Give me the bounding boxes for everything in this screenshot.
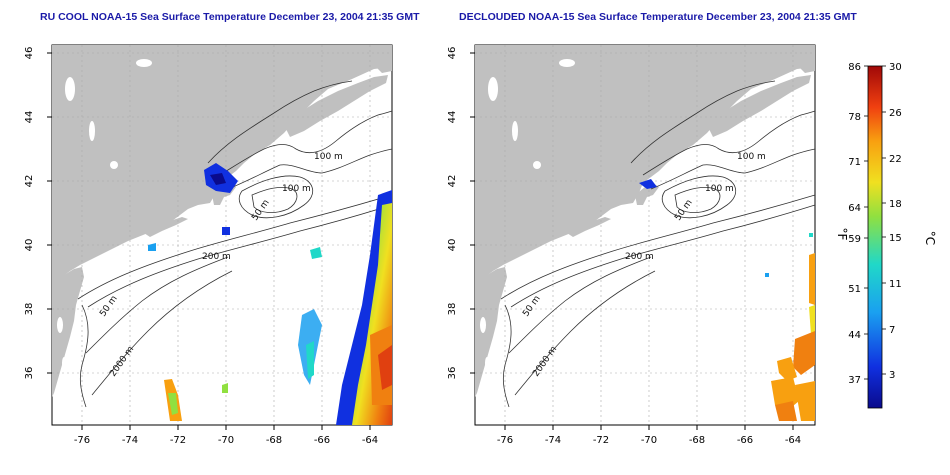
lon-tick: -66	[314, 435, 330, 446]
left-map-title: RU COOL NOAA-15 Sea Surface Temperature …	[40, 11, 420, 23]
lon-tick: -64	[785, 435, 801, 446]
lat-tick: 46	[24, 47, 35, 60]
right-map-panel: 100 m 100 m 50 m 200 m 50 m 2000 m 46 44…	[447, 44, 816, 446]
lat-tick: 40	[447, 239, 458, 252]
lon-tick: -76	[74, 435, 90, 446]
lat-tick: 42	[447, 175, 458, 188]
lat-tick: 40	[24, 239, 35, 252]
f-tick: 51	[848, 284, 861, 295]
right-lat-ticks: 46 44 42 40 38 36	[447, 47, 458, 380]
lat-tick: 38	[24, 303, 35, 316]
f-tick: 86	[848, 62, 861, 73]
contour-label-200m: 200 m	[202, 252, 231, 262]
lon-tick: -68	[689, 435, 705, 446]
lon-tick: -64	[362, 435, 378, 446]
f-tick: 37	[848, 375, 861, 386]
left-lat-ticks: 46 44 42 40 38 36	[24, 47, 35, 380]
colorbar: 86 78 71 64 59 51 44 37 30 26 22 18 15 1…	[835, 62, 937, 409]
contour-label-100m-b: 100 m	[705, 184, 734, 194]
f-tick: 64	[848, 203, 861, 214]
fahrenheit-ticks: 86 78 71 64 59 51 44 37	[848, 62, 861, 386]
left-sst-data	[148, 163, 392, 425]
c-tick: 22	[889, 154, 902, 165]
c-tick: 7	[889, 325, 895, 336]
contour-label-100m-a: 100 m	[737, 152, 766, 162]
lon-tick: -66	[737, 435, 753, 446]
f-tick: 59	[848, 234, 861, 245]
f-tick: 44	[848, 330, 861, 341]
lat-tick: 36	[24, 367, 35, 380]
lat-tick: 42	[24, 175, 35, 188]
lon-tick: -68	[266, 435, 282, 446]
contour-label-100m-a: 100 m	[314, 152, 343, 162]
right-lon-ticks: -76 -74 -72 -70 -68 -66 -64	[497, 435, 801, 446]
lon-tick: -74	[545, 435, 561, 446]
f-tick: 78	[848, 112, 861, 123]
c-tick: 11	[889, 279, 902, 290]
celsius-ticks: 30 26 22 18 15 11 7 3	[889, 62, 902, 381]
lon-tick: -70	[641, 435, 657, 446]
lat-tick: 36	[447, 367, 458, 380]
lat-tick: 46	[447, 47, 458, 60]
fahrenheit-axis-label: °F	[835, 228, 849, 241]
f-tick: 71	[848, 157, 861, 168]
lat-tick: 38	[447, 303, 458, 316]
lon-tick: -72	[593, 435, 609, 446]
c-tick: 15	[889, 233, 902, 244]
lat-tick: 44	[24, 111, 35, 124]
right-sst-data	[639, 179, 815, 421]
left-lon-ticks: -76 -74 -72 -70 -68 -66 -64	[74, 435, 378, 446]
lon-tick: -76	[497, 435, 513, 446]
c-tick: 18	[889, 199, 902, 210]
lon-tick: -74	[122, 435, 138, 446]
lon-tick: -72	[170, 435, 186, 446]
c-tick: 26	[889, 108, 902, 119]
contour-label-200m: 200 m	[625, 252, 654, 262]
c-tick: 30	[889, 62, 902, 73]
lon-tick: -70	[218, 435, 234, 446]
celsius-axis-label: °C	[923, 231, 937, 245]
left-map-panel: 100 m 100 m 50 m 200 m 50 m 2000 m 46 44…	[24, 44, 393, 446]
lat-tick: 44	[447, 111, 458, 124]
contour-label-100m-b: 100 m	[282, 184, 311, 194]
c-tick: 3	[889, 370, 895, 381]
right-map-title: DECLOUDED NOAA-15 Sea Surface Temperatur…	[459, 11, 857, 23]
